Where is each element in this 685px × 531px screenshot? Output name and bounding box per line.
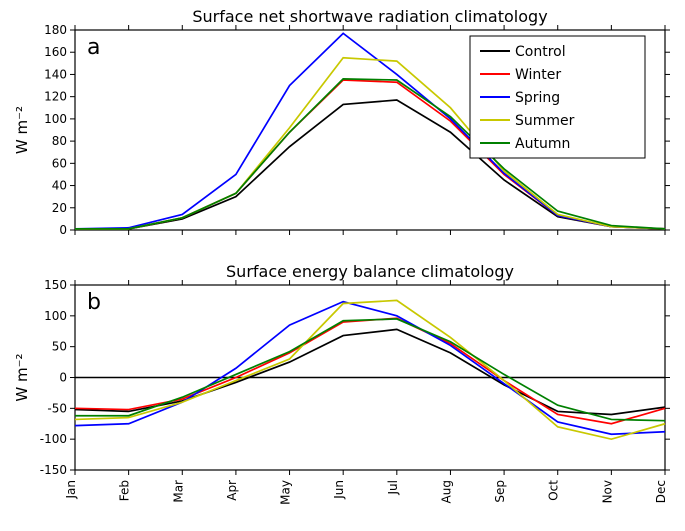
xtick-label: Nov — [600, 480, 614, 503]
legend-label-control: Control — [515, 44, 566, 60]
xtick-label: Jul — [386, 480, 400, 495]
ytick-label: 180 — [44, 23, 67, 37]
xtick-label: Mar — [171, 480, 185, 503]
legend-label-autumn: Autumn — [515, 136, 570, 152]
ytick-label: 160 — [44, 45, 67, 59]
xtick-label: May — [279, 480, 293, 505]
ytick-label: 140 — [44, 67, 67, 81]
ytick-label: 150 — [44, 278, 67, 292]
xtick-label: Jun — [332, 480, 346, 500]
ytick-label: 60 — [52, 156, 67, 170]
y-axis-label: W m⁻² — [13, 353, 31, 401]
ytick-label: 100 — [44, 112, 67, 126]
ytick-label: 20 — [52, 201, 67, 215]
ytick-label: 0 — [59, 223, 67, 237]
panel-letter: b — [87, 290, 101, 315]
ytick-label: 50 — [52, 340, 67, 354]
xtick-label: Jan — [64, 480, 78, 500]
panel-letter: a — [87, 35, 100, 60]
ytick-label: 100 — [44, 309, 67, 323]
ytick-label: -100 — [40, 432, 67, 446]
xtick-label: Sep — [493, 480, 507, 503]
ytick-label: -150 — [40, 463, 67, 477]
figure: Surface net shortwave radiation climatol… — [0, 0, 685, 531]
xtick-label: Feb — [118, 480, 132, 501]
xtick-label: Oct — [547, 480, 561, 501]
y-axis-label: W m⁻² — [13, 106, 31, 154]
ytick-label: 80 — [52, 134, 67, 148]
ytick-label: -50 — [47, 401, 67, 415]
xtick-label: Dec — [654, 480, 668, 503]
legend-label-spring: Spring — [515, 90, 560, 106]
xtick-label: Aug — [439, 480, 453, 503]
ytick-label: 120 — [44, 90, 67, 104]
ytick-label: 0 — [59, 371, 67, 385]
xtick-label: Apr — [225, 480, 239, 501]
legend-label-summer: Summer — [515, 113, 575, 129]
panel-title: Surface net shortwave radiation climatol… — [192, 7, 547, 26]
ytick-label: 40 — [52, 179, 67, 193]
panel-title: Surface energy balance climatology — [226, 262, 514, 281]
legend-label-winter: Winter — [515, 67, 561, 83]
